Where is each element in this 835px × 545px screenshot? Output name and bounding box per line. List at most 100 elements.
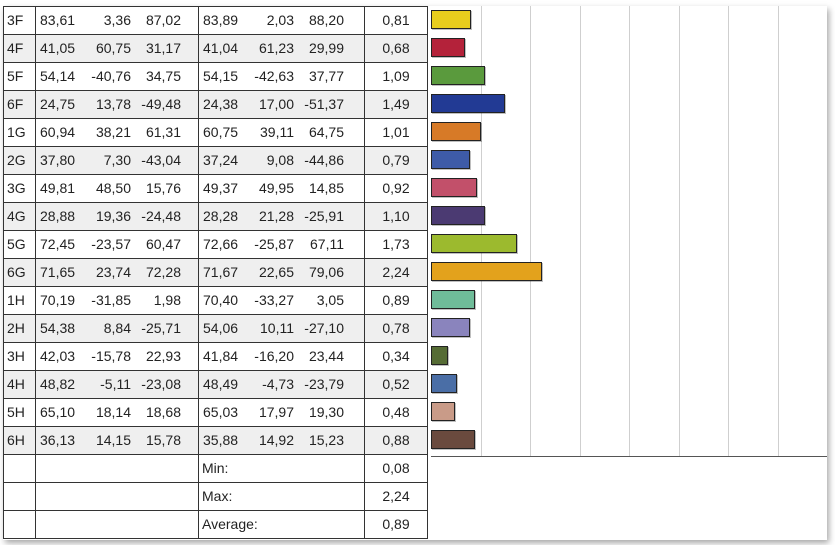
bar-4f <box>431 38 465 57</box>
ref-a: 14,15 <box>95 432 131 448</box>
meas-b: 3,05 <box>316 292 344 308</box>
meas-a: 9,08 <box>266 152 294 168</box>
gridline <box>481 6 482 456</box>
patch-id: 1H <box>3 286 36 315</box>
ref-l: 70,19 <box>40 292 76 308</box>
bar-4g <box>431 206 486 225</box>
ref-a: 8,84 <box>103 320 131 336</box>
table-row: 4H 48,82 -5,11 -23,08 48,49 -4,73 -23,79 0,52 <box>3 370 428 399</box>
meas-a: 39,11 <box>260 124 294 140</box>
patch-id: 2H <box>3 314 36 343</box>
meas-b: -27,10 <box>304 320 344 336</box>
patch-id: 6F <box>3 90 36 119</box>
measured-lab: 83,89 2,03 88,20 <box>198 6 365 35</box>
delta-e-value: 0,68 <box>364 34 428 63</box>
meas-l: 71,67 <box>203 264 239 280</box>
measured-lab: 24,38 17,00 -51,37 <box>198 90 365 119</box>
meas-l: 54,06 <box>203 320 239 336</box>
measured-lab: 41,84 -16,20 23,44 <box>198 342 365 371</box>
stat-row: Min: 0,08 <box>3 454 428 483</box>
ref-a: 7,30 <box>103 152 131 168</box>
ref-b: 18,68 <box>145 404 181 420</box>
reference-lab: 83,61 3,36 87,02 <box>35 6 199 35</box>
patch-id: 5H <box>3 398 36 427</box>
meas-b: -44,86 <box>304 152 344 168</box>
delta-e-value: 0,89 <box>364 286 428 315</box>
stat-value: 2,24 <box>364 482 428 511</box>
bar-6g <box>431 262 542 281</box>
measured-lab: 54,06 10,11 -27,10 <box>198 314 365 343</box>
ref-b: 34,75 <box>145 68 181 84</box>
meas-a: -4,73 <box>262 376 294 392</box>
meas-b: 23,44 <box>308 348 344 364</box>
table-row: 5F 54,14 -40,76 34,75 54,15 -42,63 37,77 1,09 <box>3 62 428 91</box>
delta-e-value: 0,48 <box>364 398 428 427</box>
ref-a: 3,36 <box>103 12 131 28</box>
bar-3g <box>431 178 477 197</box>
patch-id: 1G <box>3 118 36 147</box>
ref-l: 24,75 <box>40 96 76 112</box>
delta-e-value: 0,92 <box>364 174 428 203</box>
meas-a: 17,97 <box>258 404 294 420</box>
meas-b: 88,20 <box>308 12 344 28</box>
measured-lab: 48,49 -4,73 -23,79 <box>198 370 365 399</box>
ref-l: 60,94 <box>40 124 76 140</box>
meas-a: 22,65 <box>258 264 294 280</box>
delta-e-value: 0,81 <box>364 6 428 35</box>
meas-a: -42,63 <box>254 68 294 84</box>
measured-lab: 49,37 49,95 14,85 <box>198 174 365 203</box>
meas-l: 60,75 <box>203 124 239 140</box>
bar-6h <box>431 430 475 449</box>
ref-a: -5,11 <box>100 376 131 392</box>
meas-b: -51,37 <box>304 96 344 112</box>
reference-lab: 54,38 8,84 -25,71 <box>35 314 199 343</box>
ref-b: 72,28 <box>145 264 181 280</box>
table-row: 2G 37,80 7,30 -43,04 37,24 9,08 -44,86 0,79 <box>3 146 428 175</box>
table-row: 4F 41,05 60,75 31,17 41,04 61,23 29,99 0,68 <box>3 34 428 63</box>
ref-b: 15,76 <box>145 180 181 196</box>
ref-b: -23,08 <box>141 376 181 392</box>
ref-a: 18,14 <box>95 404 131 420</box>
bar-6f <box>431 94 505 113</box>
meas-l: 35,88 <box>203 432 239 448</box>
reference-lab: 70,19 -31,85 1,98 <box>35 286 199 315</box>
ref-l: 54,38 <box>40 320 76 336</box>
bar-4h <box>431 374 457 393</box>
delta-e-report: 3F 83,61 3,36 87,02 83,89 2,03 88,20 0,81 4F 41,0… <box>3 6 827 540</box>
stat-label: Min: <box>198 454 365 483</box>
measurement-table: 3F 83,61 3,36 87,02 83,89 2,03 88,20 0,81 4F 41,0… <box>3 6 428 539</box>
stat-value: 0,08 <box>364 454 428 483</box>
delta-e-value: 0,52 <box>364 370 428 399</box>
meas-a: -25,87 <box>254 236 294 252</box>
meas-l: 65,03 <box>203 404 239 420</box>
chart-baseline <box>431 456 827 457</box>
delta-e-value: 0,78 <box>364 314 428 343</box>
table-row: 2H 54,38 8,84 -25,71 54,06 10,11 -27,10 0,78 <box>3 314 428 343</box>
bar-1g <box>431 122 481 141</box>
stat-label: Average: <box>198 510 365 539</box>
measured-lab: 71,67 22,65 79,06 <box>198 258 365 287</box>
meas-l: 49,37 <box>203 180 239 196</box>
meas-b: 37,77 <box>308 68 344 84</box>
stat-row: Average: 0,89 <box>3 510 428 539</box>
patch-id: 4G <box>3 202 36 231</box>
meas-a: 17,00 <box>258 96 294 112</box>
measured-lab: 41,04 61,23 29,99 <box>198 34 365 63</box>
bar-5f <box>431 66 485 85</box>
delta-e-value: 2,24 <box>364 258 428 287</box>
patch-id: 3F <box>3 6 36 35</box>
meas-l: 41,04 <box>203 40 239 56</box>
ref-b: -24,48 <box>141 208 181 224</box>
reference-lab: 37,80 7,30 -43,04 <box>35 146 199 175</box>
table-row: 5H 65,10 18,14 18,68 65,03 17,97 19,30 0,48 <box>3 398 428 427</box>
ref-b: 15,78 <box>145 432 181 448</box>
bar-2g <box>431 150 471 169</box>
meas-l: 54,15 <box>203 68 239 84</box>
meas-b: -25,91 <box>304 208 344 224</box>
measured-lab: 37,24 9,08 -44,86 <box>198 146 365 175</box>
delta-e-value: 1,10 <box>364 202 428 231</box>
meas-b: 19,30 <box>308 404 344 420</box>
table-row: 6F 24,75 13,78 -49,48 24,38 17,00 -51,37 1,49 <box>3 90 428 119</box>
reference-lab: 48,82 -5,11 -23,08 <box>35 370 199 399</box>
ref-a: -23,57 <box>91 236 131 252</box>
